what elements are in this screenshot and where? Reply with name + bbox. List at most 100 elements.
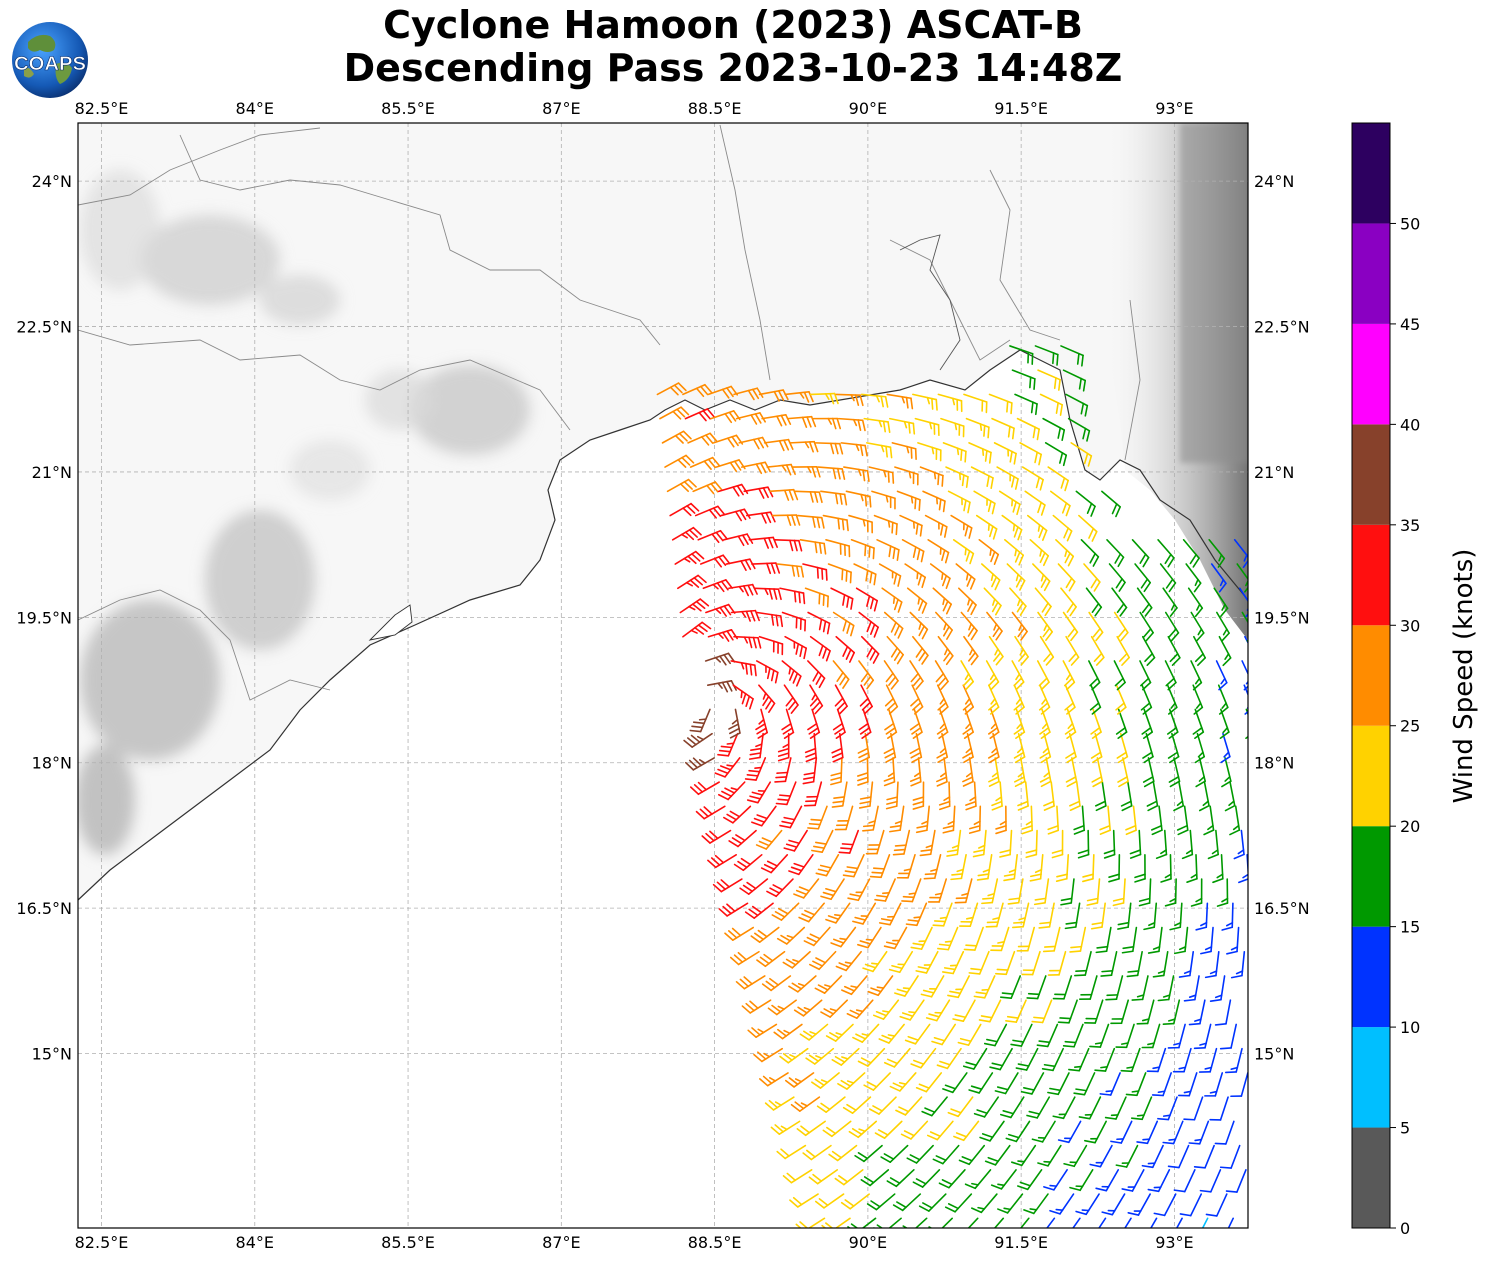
wind-barb [912, 393, 938, 411]
wind-barb [793, 999, 823, 1017]
wind-barb [773, 1023, 803, 1040]
wind-barb [814, 975, 843, 994]
wind-barb [728, 829, 757, 848]
wind-barb [774, 538, 803, 552]
lat-tick-label-left: 24°N [32, 172, 72, 191]
wind-barb [817, 466, 846, 480]
wind-barb [1200, 926, 1214, 955]
lon-tick-label-top: 87°E [542, 99, 580, 118]
wind-barb [1101, 1193, 1126, 1216]
wind-barb [1136, 999, 1155, 1025]
wind-barb [814, 442, 844, 455]
wind-barb [988, 393, 1013, 415]
wind-barb [1057, 999, 1078, 1024]
wind-barb [1116, 635, 1130, 666]
wind-barb [1057, 1120, 1082, 1144]
wind-barb [814, 1193, 845, 1209]
wind-barb [909, 660, 924, 690]
wind-barb [1007, 878, 1024, 905]
wind-barb [981, 563, 1001, 591]
wind-barb [1115, 1023, 1135, 1049]
wind-barb [884, 684, 899, 715]
wind-barb [886, 1169, 915, 1188]
wind-barb [712, 434, 744, 448]
wind-barb [1003, 854, 1018, 882]
wind-barb [1186, 854, 1198, 883]
land-mass-india [78, 123, 1248, 900]
wind-barb [910, 684, 924, 715]
wind-barb [733, 387, 764, 401]
wind-barb [1241, 611, 1248, 642]
colorbar-tick-label: 0 [1400, 1219, 1410, 1238]
wind-barb [753, 1047, 783, 1063]
lon-tick-label-bottom: 87°E [542, 1233, 580, 1252]
wind-barb [741, 999, 772, 1014]
wind-barb [1095, 1169, 1120, 1192]
wind-barb [671, 526, 702, 541]
wind-barb [856, 757, 869, 786]
wind-barb [952, 538, 975, 565]
wind-barb [980, 1217, 1005, 1228]
lon-tick-label-top: 90°E [849, 99, 887, 118]
wind-barb [999, 975, 1022, 1000]
wind-barb [664, 454, 695, 468]
wind-barb [993, 442, 1017, 465]
wind-barb [952, 999, 976, 1023]
wind-barb [804, 587, 829, 608]
wind-barb [912, 635, 929, 665]
wind-barb [797, 514, 825, 529]
wind-barb [942, 805, 956, 834]
wind-barb [776, 1144, 807, 1160]
wind-barb [1034, 587, 1052, 617]
wind-barb [991, 417, 1015, 440]
wind-barb [853, 563, 877, 586]
wind-barb [1193, 1144, 1215, 1169]
arakan-hills [1180, 123, 1248, 463]
wind-barb [852, 1023, 880, 1043]
wind-barb [859, 684, 873, 715]
wind-barb [674, 550, 705, 565]
wind-barb [744, 902, 774, 919]
wind-barb [860, 635, 880, 664]
wind-barb [987, 684, 1000, 715]
wind-barb [855, 587, 878, 612]
wind-barb [1207, 829, 1219, 860]
wind-barb [1176, 805, 1189, 836]
title-line-2: Descending Pass 2023-10-23 14:48Z [343, 46, 1123, 90]
wind-barb [1019, 442, 1042, 466]
wind-barb [842, 1096, 872, 1114]
lat-tick-label-right: 24°N [1254, 172, 1294, 191]
wind-barb [894, 466, 919, 486]
wind-barb [926, 1120, 954, 1141]
colorbar-tick-label: 40 [1400, 415, 1420, 434]
wind-barb [863, 1072, 891, 1091]
wind-barb [1192, 708, 1205, 740]
lat-tick-label-left: 19.5°N [16, 608, 72, 627]
wind-barb [748, 536, 778, 549]
wind-barb [1125, 1072, 1147, 1097]
wind-barb [975, 514, 998, 540]
wind-barb [1129, 829, 1142, 859]
wind-barb [697, 529, 728, 544]
wind-barb [1131, 538, 1150, 568]
wind-barb [889, 1072, 917, 1092]
wind-barb [1113, 611, 1129, 642]
wind-barb [682, 621, 712, 638]
wind-barb [928, 1217, 953, 1228]
wind-barb [1011, 660, 1025, 691]
wind-barb [728, 583, 758, 597]
wind-barb [1195, 757, 1206, 788]
wind-barb [1100, 950, 1118, 977]
wind-barb [994, 950, 1016, 976]
wind-barb [973, 490, 996, 515]
wind-barb [1218, 635, 1232, 667]
wind-barb [962, 732, 974, 764]
wind-barb [677, 574, 707, 590]
wind-barb [1147, 1169, 1171, 1193]
wind-barb [1041, 1047, 1064, 1072]
wind-barb [825, 538, 851, 558]
colorbar-bin [1352, 1027, 1390, 1128]
wind-barb [779, 805, 803, 829]
coaps-logo: COAPS [12, 22, 88, 98]
